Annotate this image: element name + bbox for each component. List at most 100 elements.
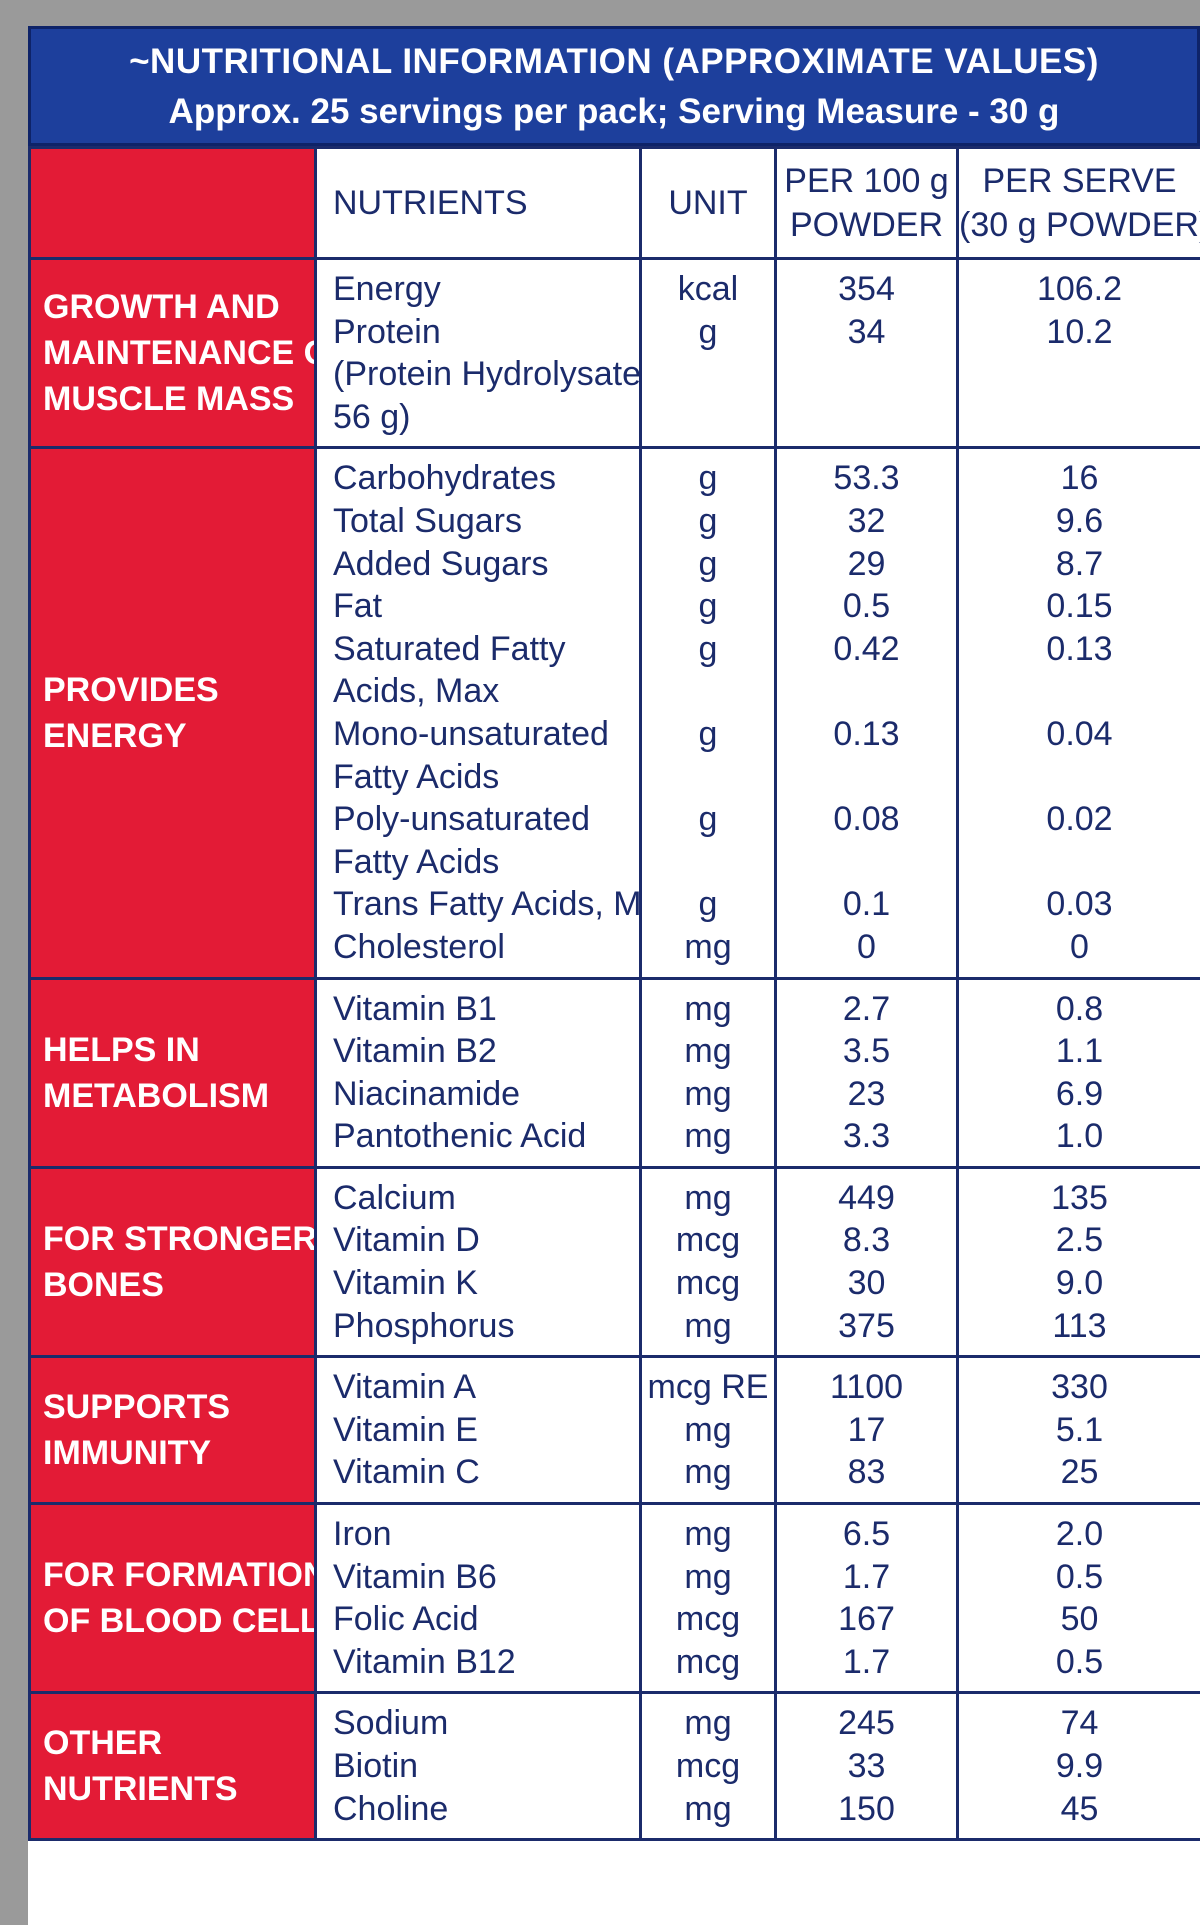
per100-cell: 354 34 (774, 256, 959, 450)
category-label: FOR STRONGER BONES (28, 1165, 317, 1359)
per100-value: 33 (847, 1747, 886, 1785)
category-column-header (28, 146, 317, 260)
category-label-line: FOR STRONGER (43, 1220, 316, 1259)
unit-value (644, 756, 773, 799)
category-label-line: IMMUNITY (43, 1434, 212, 1473)
nutrient-name-cell: Energy Protein (Protein Hydrolysate 56 g) (314, 256, 642, 450)
nutrient-name: Calcium (333, 1178, 456, 1217)
unit-value: mg (684, 1306, 732, 1345)
per100-value: 1100 (829, 1368, 904, 1407)
per-serve-value: 45 (1060, 1789, 1099, 1828)
category-label-line: MAINTENANCE OF (43, 334, 313, 373)
nutrient-name: Cholesterol (333, 927, 505, 966)
per100-value (779, 670, 955, 713)
per-serve-value: 9.9 (1055, 1747, 1104, 1785)
unit-value: g (698, 714, 718, 753)
per-serve-cell: 330 5.1 25 (956, 1355, 1200, 1506)
per100-header-line1: PER 100 g (784, 162, 949, 200)
nutrient-name: Acids, Max (333, 672, 500, 711)
per100-value: 32 (847, 501, 886, 540)
header-serving-info: Approx. 25 servings per pack; Serving Me… (168, 92, 1060, 131)
nutrient-name: Phosphorus (333, 1306, 515, 1345)
per100-value (779, 353, 955, 396)
nutrient-name-cell: Sodium Biotin Choline (314, 1691, 642, 1842)
per-serve-cell: 0.8 1.1 6.9 1.0 (956, 976, 1200, 1169)
per-serve-cell: 16 9.6 8.7 0.15 0.13 0.04 0.02 0.03 0 (956, 446, 1200, 980)
unit-value: mg (684, 1515, 732, 1554)
unit-cell: mg mcg mg (639, 1691, 777, 1842)
nutrient-name: Iron (333, 1515, 392, 1554)
per100-value (779, 756, 955, 799)
unit-value: g (698, 885, 718, 924)
category-label-line: HELPS IN (43, 1030, 200, 1069)
per100-value: 1.7 (842, 1642, 891, 1681)
unit-value: kcal (677, 270, 739, 308)
per-serve-value: 50 (1060, 1600, 1099, 1639)
per100-value: 0.1 (842, 885, 891, 924)
nutrient-name: Fatty Acids (333, 842, 500, 881)
header-title: ~NUTRITIONAL INFORMATION (APPROXIMATE VA… (129, 42, 1099, 81)
nutrition-panel: ~NUTRITIONAL INFORMATION (APPROXIMATE VA… (28, 26, 1200, 1925)
per100-value: 53.3 (833, 459, 900, 498)
unit-value: g (698, 544, 718, 583)
unit-value: mcg (675, 1600, 741, 1639)
unit-value (644, 670, 773, 713)
unit-value: mg (684, 1789, 732, 1828)
unit-value: mcg (675, 1747, 741, 1785)
nutrient-name-cell: Vitamin B1 Vitamin B2 Niacinamide Pantothen… (314, 976, 642, 1169)
nutrient-name: Vitamin E (333, 1410, 478, 1449)
per100-value: 1.7 (842, 1557, 891, 1596)
category-label: GROWTH AND MAINTENANCE OF MUSCLE MASS (28, 256, 317, 450)
unit-cell: mg mg mcg mcg (639, 1502, 777, 1695)
nutrient-group-row: PROVIDES ENERGY Carbohydrates Total Sugars A… (28, 446, 1200, 980)
per-serve-value: 0.5 (1055, 1557, 1104, 1596)
nutrient-name: Carbohydrates (333, 459, 557, 498)
unit-value: mg (684, 1453, 732, 1492)
nutrient-name: Folic Acid (333, 1600, 479, 1639)
per100-value: 2.7 (842, 989, 891, 1028)
nutrient-group-row: SUPPORTS IMMUNITY Vitamin A Vitamin E Vitami… (28, 1355, 1200, 1506)
per-serve-value: 330 (1051, 1368, 1108, 1407)
nutrient-name: Protein (333, 312, 441, 351)
per-serve-value (961, 670, 1199, 713)
nutrient-name-cell: Iron Vitamin B6 Folic Acid Vitamin B12 (314, 1502, 642, 1695)
per100-column-header: PER 100 g POWDER (774, 146, 959, 260)
nutrient-name: Sodium (333, 1704, 449, 1743)
unit-cell: mg mg mg mg (639, 976, 777, 1169)
nutrient-name-cell: Vitamin A Vitamin E Vitamin C (314, 1355, 642, 1506)
per-serve-value: 8.7 (1055, 544, 1104, 583)
per-serve-value: 0.8 (1055, 989, 1104, 1028)
per-serve-value: 113 (1052, 1306, 1107, 1345)
unit-column-header: UNIT (639, 146, 777, 260)
per100-value: 8.3 (842, 1221, 891, 1260)
per100-value: 375 (838, 1306, 895, 1345)
per100-value: 245 (838, 1704, 895, 1743)
per-serve-value: 10.2 (1046, 312, 1113, 351)
per-serve-value: 0.03 (1046, 885, 1113, 924)
category-label: OTHER NUTRIENTS (28, 1691, 317, 1842)
per100-value: 167 (838, 1600, 895, 1639)
per-serve-value: 0.13 (1046, 629, 1113, 668)
nutrient-name: (Protein Hydrolysate (333, 355, 641, 394)
category-label: PROVIDES ENERGY (28, 446, 317, 980)
nutrient-name: Vitamin A (333, 1368, 477, 1407)
nutrient-name: Fat (333, 587, 383, 626)
nutrient-name-cell: Carbohydrates Total Sugars Added Sugars Fat… (314, 446, 642, 980)
per100-value (779, 841, 955, 884)
per-serve-cell: 106.2 10.2 (956, 256, 1200, 450)
per100-value: 34 (847, 312, 886, 351)
category-label-line: METABOLISM (43, 1076, 270, 1115)
nutrient-group-row: FOR STRONGER BONES Calcium Vitamin D Vitamin… (28, 1165, 1200, 1359)
per-serve-value: 25 (1060, 1453, 1099, 1492)
nutrient-name: Pantothenic Acid (333, 1117, 587, 1156)
per100-cell: 1100 17 83 (774, 1355, 959, 1506)
per-serve-cell: 135 2.5 9.0 113 (956, 1165, 1200, 1359)
per100-value: 354 (838, 270, 895, 308)
nutrient-group-row: OTHER NUTRIENTS Sodium Biotin Choline mg mcg mg… (28, 1691, 1200, 1842)
table-header-banner: ~NUTRITIONAL INFORMATION (APPROXIMATE VA… (28, 26, 1200, 146)
per-serve-value: 6.9 (1055, 1074, 1104, 1113)
nutrient-name: Vitamin D (333, 1221, 480, 1260)
unit-value: mg (684, 1117, 732, 1156)
per-serve-value (961, 396, 1199, 439)
category-label: SUPPORTS IMMUNITY (28, 1355, 317, 1506)
